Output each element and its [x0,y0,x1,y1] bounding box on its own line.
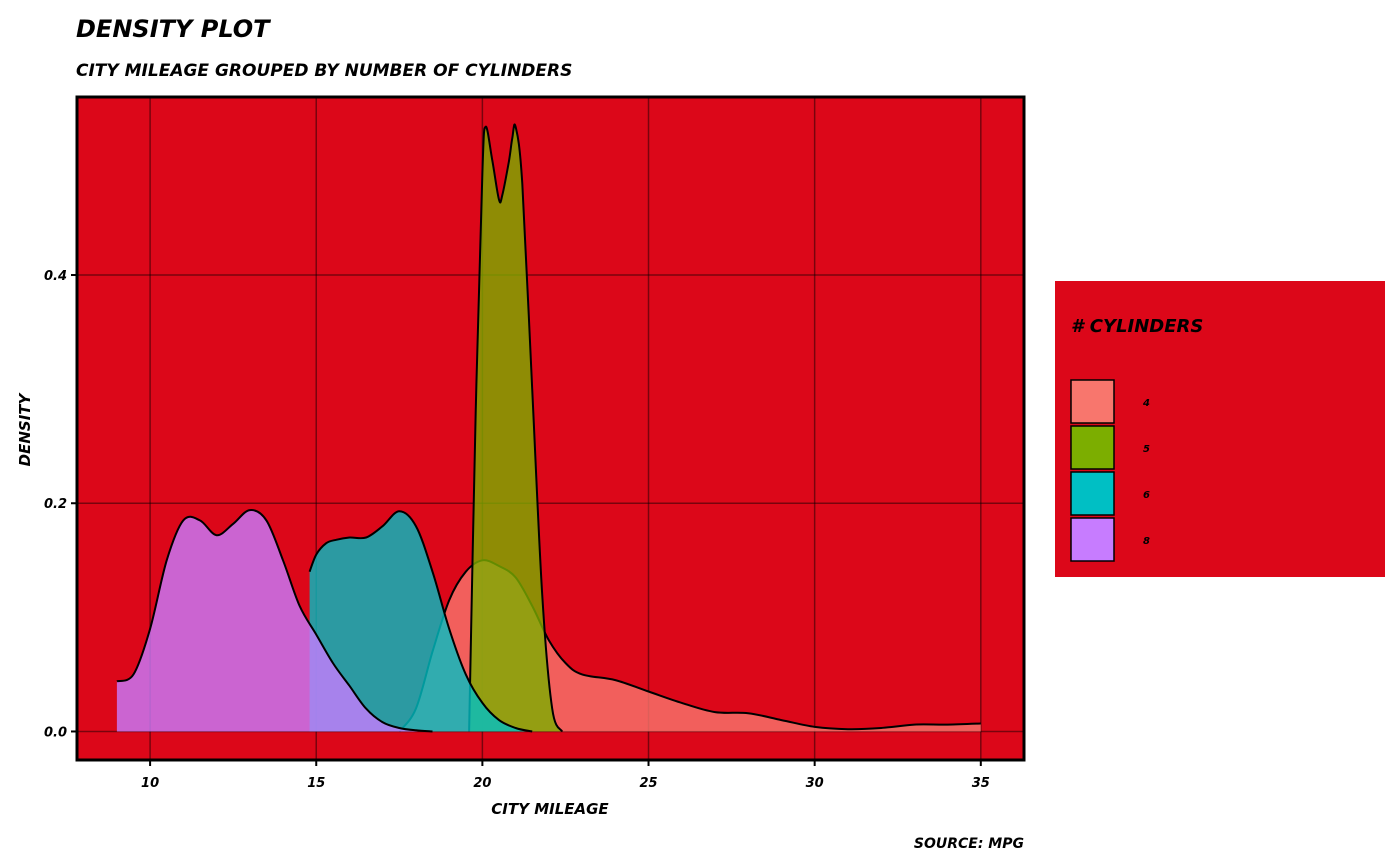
x-tick-label: 35 [972,776,990,791]
plot-frame [75,95,1026,762]
legend-key-5 [1070,425,1115,470]
x-tick-label: 20 [473,776,491,791]
legend-label-6: 6 [1143,490,1150,501]
density-area-8-cyl [116,510,433,732]
density-curve-6-cyl [308,510,533,733]
density-area-5-cyl [469,124,563,732]
x-tick-label: 10 [141,776,159,791]
density-area-6-cyl [309,511,533,732]
legend-key-8 [1070,517,1115,562]
chart-subtitle: CITY MILEAGE GROUPED BY NUMBER OF CYLIND… [76,61,572,81]
x-axis-label: CITY MILEAGE [491,800,609,818]
source-caption: SOURCE: MPG [914,836,1024,852]
legend-title: # CYLINDERS [1071,316,1203,337]
x-tick-label: 30 [806,776,824,791]
legend-key-6 [1070,471,1115,516]
density-curve-4-cyl [398,559,981,733]
density-curve-8-cyl [116,509,433,733]
x-tick-label: 15 [307,776,325,791]
legend-key-4 [1070,379,1115,424]
chart-title: DENSITY PLOT [76,15,271,43]
legend-label-8: 8 [1143,536,1150,547]
y-tick-label: 0.0 [44,725,67,740]
y-tick-label: 0.4 [44,269,67,284]
legend-label-4: 4 [1142,398,1150,409]
density-curve-5-cyl [468,123,564,733]
legend-label-5: 5 [1143,444,1150,455]
y-tick-label: 0.2 [44,497,67,512]
y-axis-label: DENSITY [16,391,34,466]
legend: # CYLINDERS 4 5 6 8 [1055,281,1385,577]
x-tick-label: 25 [639,776,657,791]
